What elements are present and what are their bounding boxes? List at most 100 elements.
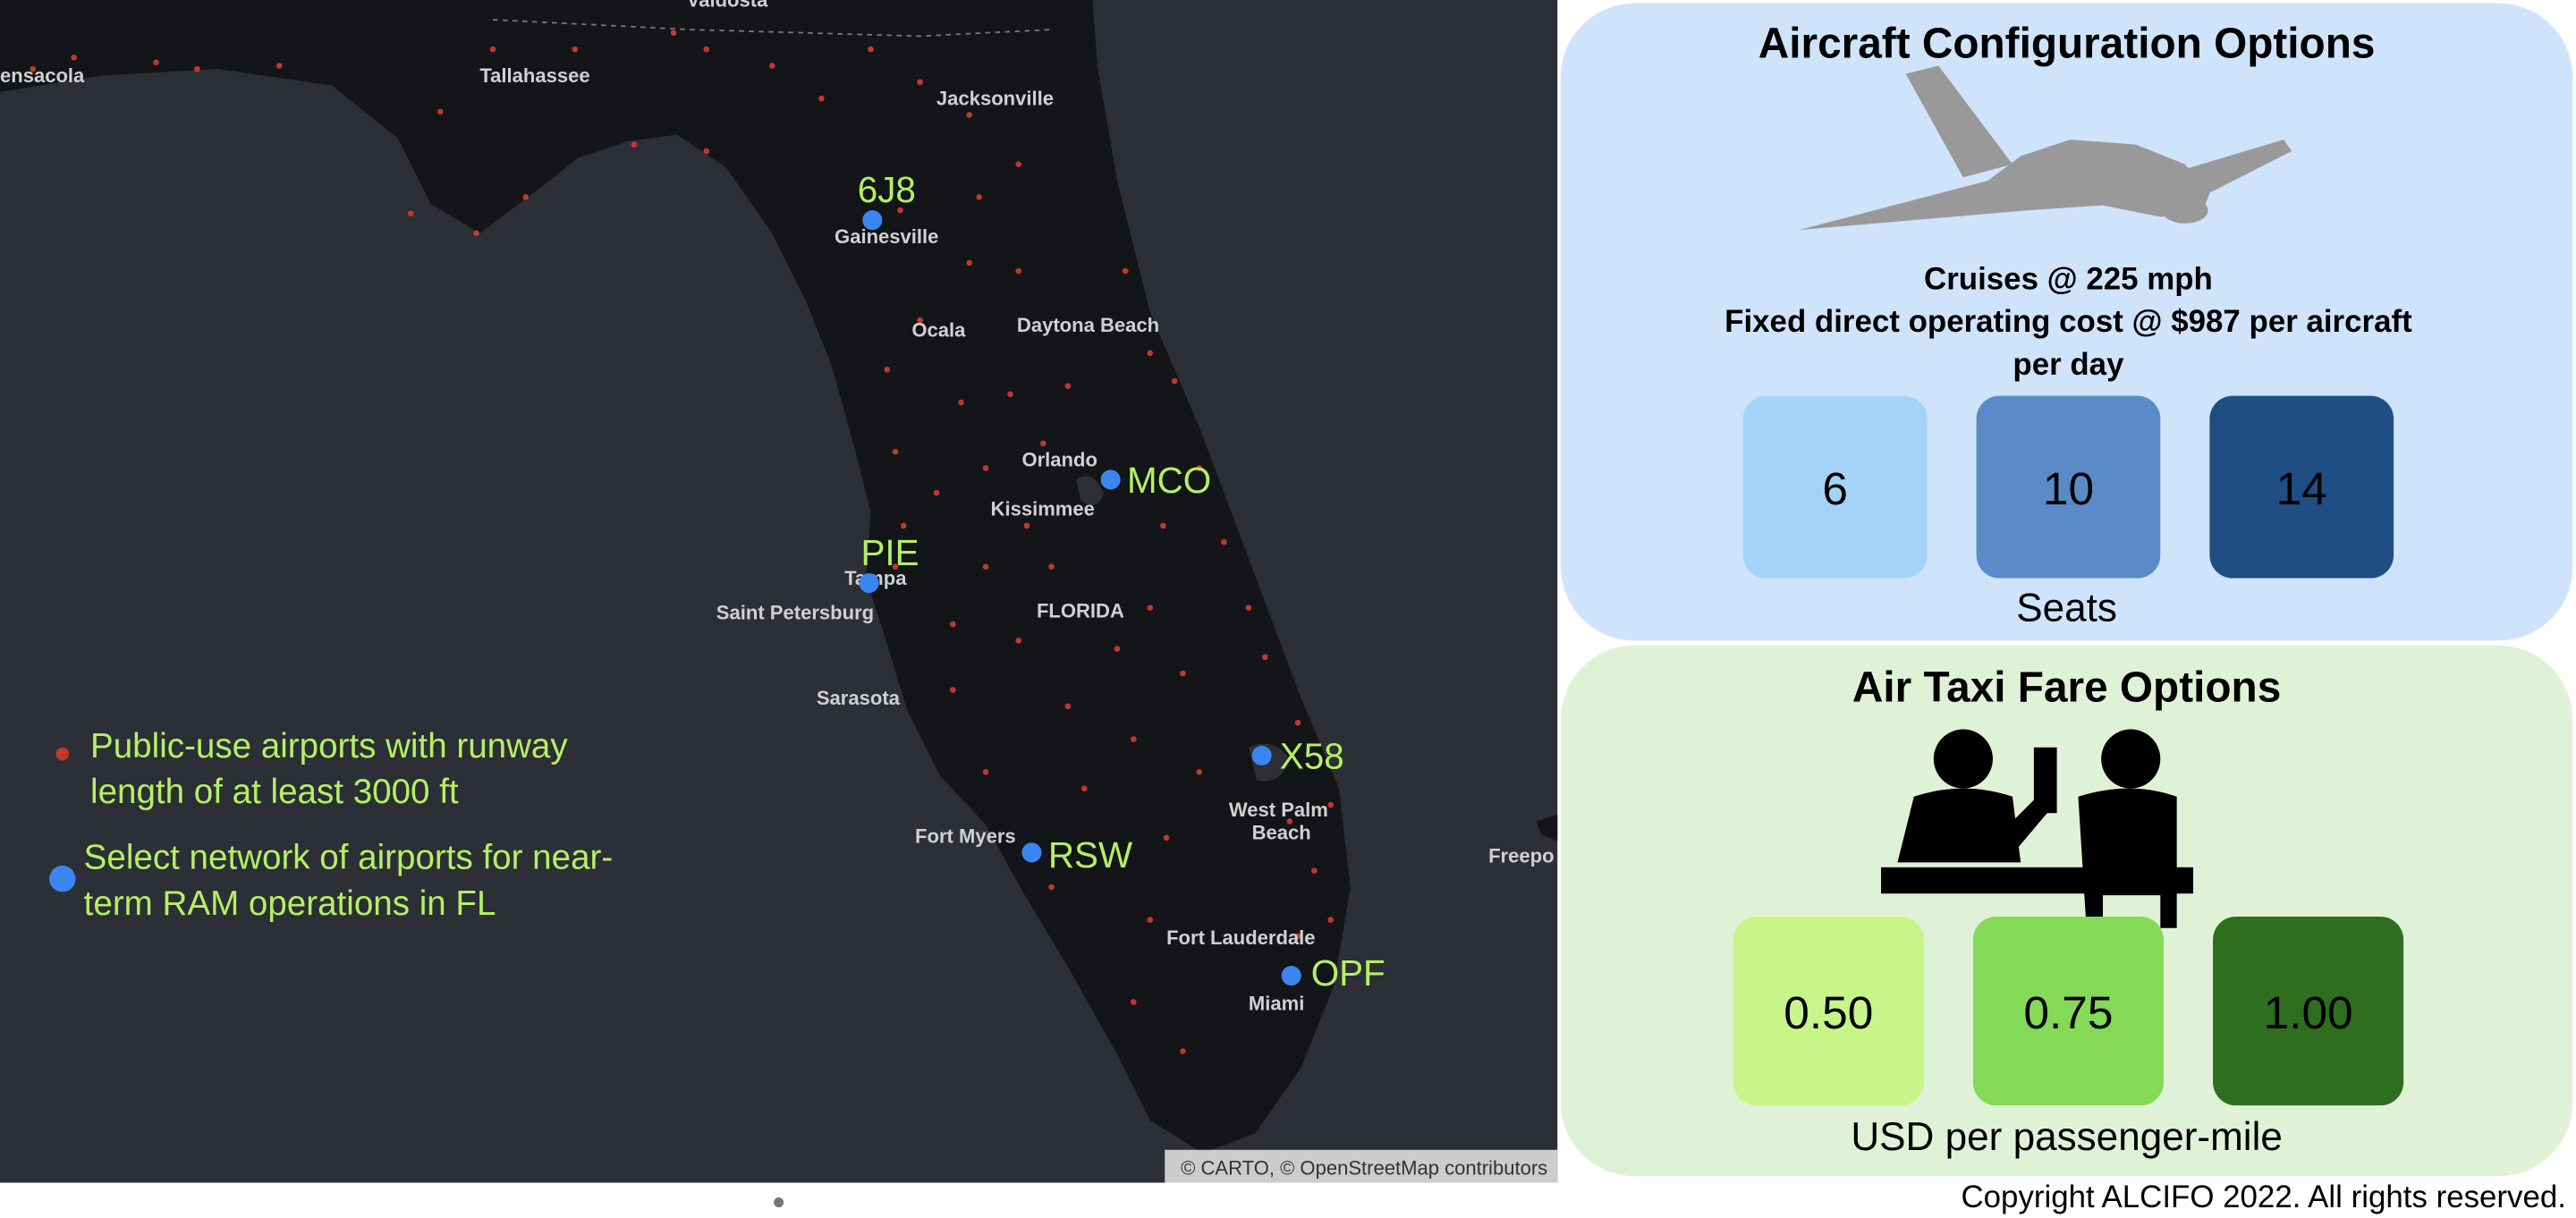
airport-dot [1131,736,1137,742]
airport-dot [1007,391,1013,398]
airport-dot [982,563,989,571]
airport-dot [892,448,899,455]
plane-icon [1799,65,2292,231]
network-airport [1021,842,1042,863]
airport-dot [966,259,972,266]
airport-dot [194,65,200,72]
city-label: Freepo [1488,844,1554,867]
city-label: Gainesville [835,225,938,248]
airport-dot [900,522,907,529]
airport-dot [892,563,899,571]
airport-dot [522,194,530,200]
seat-value: 14 [2276,462,2327,514]
airport-dot [436,108,444,115]
airport-dot [1327,801,1335,808]
legend: Public-use airports with runway length of… [49,727,613,923]
airport-dot [1147,917,1154,923]
airport-dot [897,207,903,214]
network-airport [1100,469,1121,490]
airport-code: OPF [1311,952,1385,994]
airport-dot [670,30,677,37]
fare-option[interactable] [1972,916,2164,1106]
airport-dot [1221,538,1227,546]
spec-line: Cruises @ 225 mph [1924,261,2213,296]
spec-line: per day [2012,347,2124,382]
seat-option[interactable] [1976,395,2161,579]
airport-dot [1147,350,1154,357]
airport-dot [1080,785,1088,791]
airport-dot [917,79,923,86]
airport-code: RSW [1048,834,1132,875]
airport-code: 6J8 [858,169,916,210]
attribution-box [1165,1149,1558,1183]
airport-dot [1015,267,1022,275]
airport-dot [631,141,638,148]
airport-dot [1114,646,1121,652]
airport-dot [1286,818,1293,825]
city-label: Beach [1252,822,1311,844]
city-label: Kissimmee [991,498,1095,520]
city-label: ensacola [0,64,85,87]
airport-dot [71,54,77,61]
airport-dot [1160,522,1166,529]
fare-value: 0.50 [1784,986,1873,1038]
city-label: Fort Myers [915,825,1016,847]
airport-dot [1023,522,1030,529]
airport-dot [818,95,825,102]
airport-dot [1064,383,1072,389]
airport-dot [768,63,775,69]
legend-text: length of at least 3000 ft [90,773,459,811]
airport-dot [30,65,37,72]
fare-option[interactable] [1733,916,1924,1106]
copyright: Copyright ALCIFO 2022. All rights reserv… [1961,1180,2566,1214]
airport-dot [1015,161,1022,167]
legend-text: Public-use airports with runway [90,727,568,765]
airport-dot [1048,563,1055,571]
airport-dot [1196,768,1203,775]
network-airport [1251,745,1272,765]
legend-text: Select network of airports for near- [84,839,614,877]
airport-dot [1048,884,1055,891]
map: ensacola Tallahassee Valdosta Jacksonville G… [0,0,1558,1183]
airport-dot [933,489,940,496]
airport-code: PIE [860,532,919,573]
network-airport [1281,966,1301,986]
city-label: Saint Petersburg [716,601,874,623]
airport-dot [982,465,989,471]
airport-dot [982,768,989,775]
airport-dot [1327,917,1335,923]
city-label: Sarasota [817,687,901,709]
attribution: © CARTO, © OpenStreetMap contributors [1181,1156,1547,1179]
city-label: West Palm [1229,799,1328,821]
city-label: FLORIDA [1037,600,1124,622]
seat-option[interactable] [1742,395,1928,579]
airport-dot [275,63,283,69]
airport-dot [950,687,956,693]
network-airport [862,210,883,231]
airport-dot [1196,465,1203,471]
airport-dot [1064,703,1072,710]
airport-dot [1294,933,1301,940]
seat-value: 10 [2043,462,2094,514]
airport-dot [1122,267,1129,275]
airport-code: X58 [1280,736,1344,777]
fare-option[interactable] [2213,916,2404,1106]
city-label: Valdosta [687,0,768,11]
airport-dot [1180,1048,1186,1054]
airport-dot [976,194,982,200]
airport-dot [1311,867,1318,874]
airport-code: MCO [1127,460,1211,501]
airport-dot [1015,638,1022,644]
airport-dot [1294,719,1301,726]
city-label: Daytona Beach [1017,314,1159,336]
airport-dot [489,46,496,53]
airport-dot [917,317,923,324]
seat-option[interactable] [2209,395,2394,579]
airport-dot [958,399,964,406]
airport-dot [868,46,874,53]
airport-dot [1147,605,1154,611]
airport-dots [30,30,1335,1054]
legend-text: term RAM operations in FL [84,884,496,923]
